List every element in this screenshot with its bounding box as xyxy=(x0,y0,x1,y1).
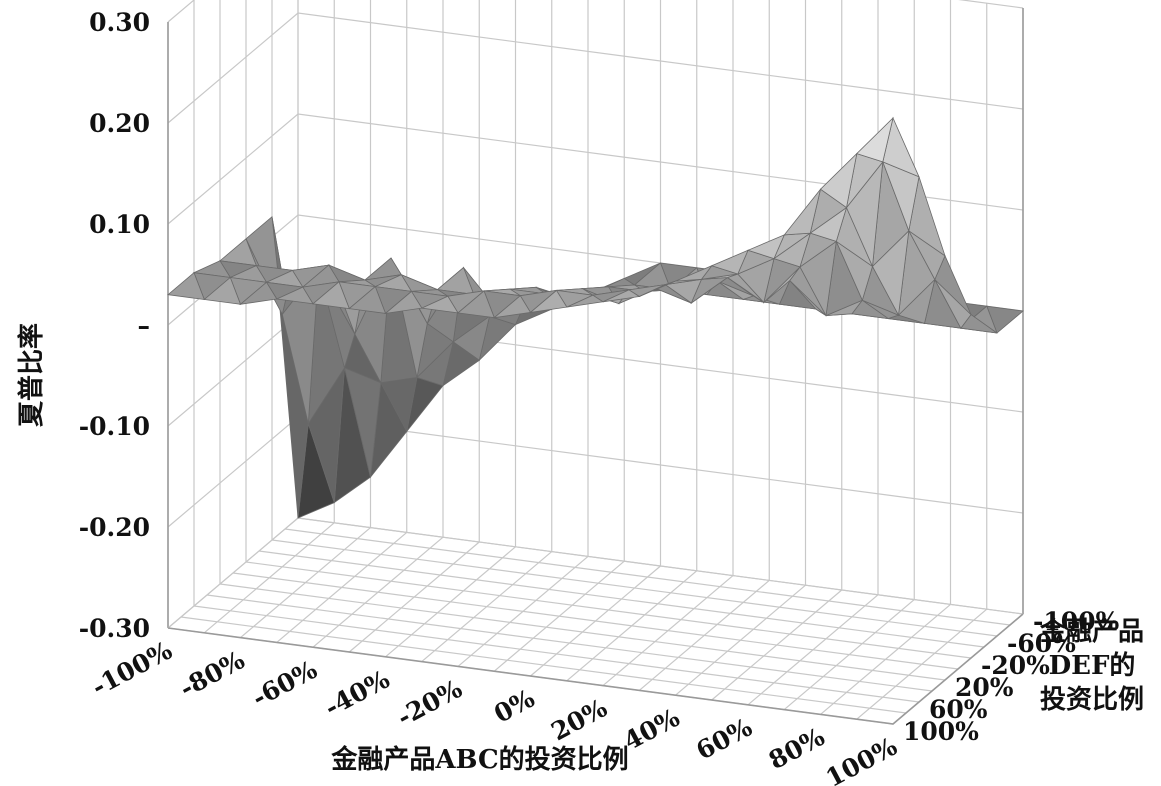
floor-edge xyxy=(167,613,1024,725)
surface xyxy=(167,116,1024,519)
x-tick-label: -40% xyxy=(320,664,395,722)
z-tick-label: -0.20 xyxy=(79,513,150,542)
y-axis-title: 金融产品 DEF的投资比例 xyxy=(1039,616,1144,715)
y-tick-label: -20% xyxy=(981,651,1050,680)
y-tick-label: 60% xyxy=(929,695,988,724)
surface-facet xyxy=(639,280,676,297)
floor-gridline xyxy=(180,616,907,714)
z-tick-label: 0.10 xyxy=(89,210,150,239)
y-tick-label: 20% xyxy=(955,673,1014,702)
y-tick-label: -60% xyxy=(1007,629,1076,658)
surface-facet xyxy=(348,285,387,314)
z-tick-label: 0.20 xyxy=(89,109,150,138)
x-tick-label: 40% xyxy=(619,703,685,756)
surface-facet xyxy=(675,264,714,282)
z-tick-label: -0.30 xyxy=(79,614,150,643)
surface-facet xyxy=(203,276,242,305)
z-tick-label: 0.30 xyxy=(89,8,150,37)
wall-gridline xyxy=(167,0,1024,23)
surface-facet xyxy=(783,188,821,236)
surface-facet xyxy=(529,289,568,313)
floor-gridline xyxy=(284,528,1011,626)
y-axis-title-text: 金融产品 DEF的投资比例 xyxy=(1039,616,1144,715)
z-axis-title: 夏普比率 xyxy=(16,323,47,427)
x-tick-label: -20% xyxy=(392,674,467,732)
x-tick-label: -100% xyxy=(87,636,177,702)
x-tick-label: 100% xyxy=(821,732,902,786)
surface-facet xyxy=(566,294,605,308)
surface-facet xyxy=(275,286,314,305)
surface-facet xyxy=(239,281,278,305)
y-tick-label: -100% xyxy=(1033,607,1120,636)
surface-facet xyxy=(167,272,205,300)
surface-facet xyxy=(746,234,786,260)
surface-facet xyxy=(856,116,894,163)
y-tick-label: 100% xyxy=(903,717,979,746)
floor-gridline xyxy=(258,550,985,648)
x-tick-label: 20% xyxy=(547,693,613,746)
x-tick-label: 80% xyxy=(764,722,830,775)
floor-grid xyxy=(167,517,1024,725)
wall-gridline xyxy=(167,517,1024,629)
x-tick-label: -60% xyxy=(247,655,322,713)
z-tick-label: -0.10 xyxy=(79,412,150,441)
z-tick-label: – xyxy=(138,311,151,340)
floor-gridline xyxy=(271,539,998,637)
floor-gridline xyxy=(219,583,946,681)
surface-facet xyxy=(312,281,350,310)
surface-facet xyxy=(384,290,423,314)
x-tick-label: -80% xyxy=(175,645,250,703)
floor-gridline xyxy=(206,594,933,692)
surface-facet xyxy=(710,249,749,275)
surface-facet xyxy=(492,295,532,319)
floor-gridline xyxy=(245,561,972,659)
floor-gridline xyxy=(297,517,1024,615)
x-axis-title: 金融产品ABC的投资比例 xyxy=(330,744,628,775)
surface-facet xyxy=(457,290,495,319)
surface-facet xyxy=(420,295,459,314)
tick-labels: 0.300.200.10–-0.10-0.20-0.30-100%-80%-60… xyxy=(79,8,1120,786)
x-tick-label: 0% xyxy=(489,684,539,729)
floor-gridline xyxy=(193,605,920,703)
surface-facet xyxy=(602,289,641,303)
floor-gridline xyxy=(232,572,959,670)
wall-gridline xyxy=(167,12,1024,124)
surface-facet xyxy=(819,152,858,209)
x-tick-label: 60% xyxy=(692,712,758,765)
